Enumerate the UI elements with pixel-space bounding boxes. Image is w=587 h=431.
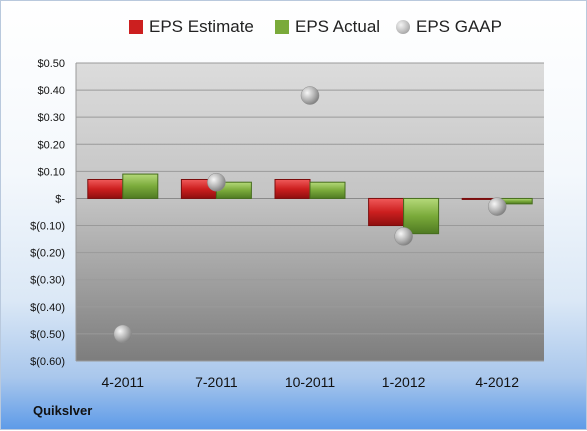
legend-label-estimate: EPS Estimate (149, 17, 254, 36)
bar-eps-actual (122, 173, 159, 199)
x-tick-label: 10-2011 (285, 374, 336, 390)
legend-swatch-actual (275, 20, 289, 34)
y-tick-label: $(0.20) (30, 248, 65, 260)
x-tick-label: 1-2012 (382, 374, 426, 390)
bar-eps-estimate (274, 178, 311, 199)
x-tick-label: 4-2012 (475, 374, 519, 390)
y-tick-label: $0.10 (37, 166, 65, 178)
plot-area (76, 63, 544, 361)
bar-eps-estimate (87, 178, 124, 199)
y-tick-label: $(0.60) (30, 356, 65, 368)
legend-item-gaap: EPS GAAP (396, 17, 502, 37)
bubble-eps-gaap (113, 324, 133, 344)
y-tick-label: $0.20 (37, 139, 65, 151)
legend-item-actual: EPS Actual (275, 17, 380, 37)
bar-eps-actual (309, 181, 346, 199)
bubble-eps-gaap (487, 197, 507, 216)
bubble-eps-gaap (300, 86, 320, 105)
legend-label-actual: EPS Actual (295, 17, 381, 36)
legend-bubble-gaap (396, 20, 410, 34)
legend-label-gaap: EPS GAAP (416, 17, 502, 36)
y-tick-label: $(0.30) (30, 275, 65, 287)
bar-eps-estimate (368, 197, 405, 227)
y-tick-label: $(0.50) (30, 329, 65, 341)
x-tick-label: 7-2011 (195, 374, 238, 390)
y-tick-label: $0.50 (37, 58, 65, 70)
bubble-eps-gaap (207, 172, 226, 192)
y-tick-label: $(0.40) (30, 302, 65, 314)
y-tick-label: $0.40 (37, 85, 65, 97)
y-tick-label: $(0.10) (30, 221, 65, 233)
y-tick-label: $0.30 (37, 112, 65, 124)
y-tick-label: $- (55, 193, 65, 205)
legend-item-estimate: EPS Estimate (129, 17, 254, 37)
legend-swatch-estimate (129, 20, 143, 34)
bubble-eps-gaap (394, 227, 413, 246)
company-name: Quikslver (33, 403, 93, 418)
x-tick-label: 4-2011 (102, 374, 145, 390)
legend: EPS Estimate EPS Actual EPS GAAP (1, 1, 587, 57)
bar-eps-actual (403, 197, 440, 235)
